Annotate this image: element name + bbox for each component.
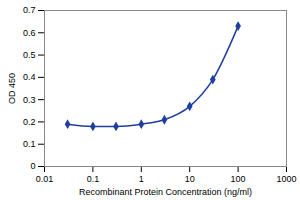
svg-text:OD 450: OD 450 [7, 73, 17, 104]
svg-text:100: 100 [231, 174, 246, 184]
svg-text:0.01: 0.01 [36, 174, 54, 184]
svg-text:0.1: 0.1 [87, 174, 100, 184]
svg-text:0.1: 0.1 [23, 139, 36, 149]
svg-text:Recombinant Protein Concentrat: Recombinant Protein Concentration (ng/ml… [79, 187, 252, 197]
svg-text:1: 1 [139, 174, 144, 184]
svg-text:0: 0 [30, 161, 35, 171]
svg-text:10: 10 [185, 174, 195, 184]
svg-text:0.6: 0.6 [23, 28, 36, 38]
svg-text:0.5: 0.5 [23, 50, 36, 60]
svg-text:0.2: 0.2 [23, 117, 36, 127]
svg-text:0.4: 0.4 [23, 72, 36, 82]
svg-text:0.7: 0.7 [23, 5, 36, 15]
svg-text:1000: 1000 [276, 174, 296, 184]
svg-text:0.3: 0.3 [23, 95, 36, 105]
